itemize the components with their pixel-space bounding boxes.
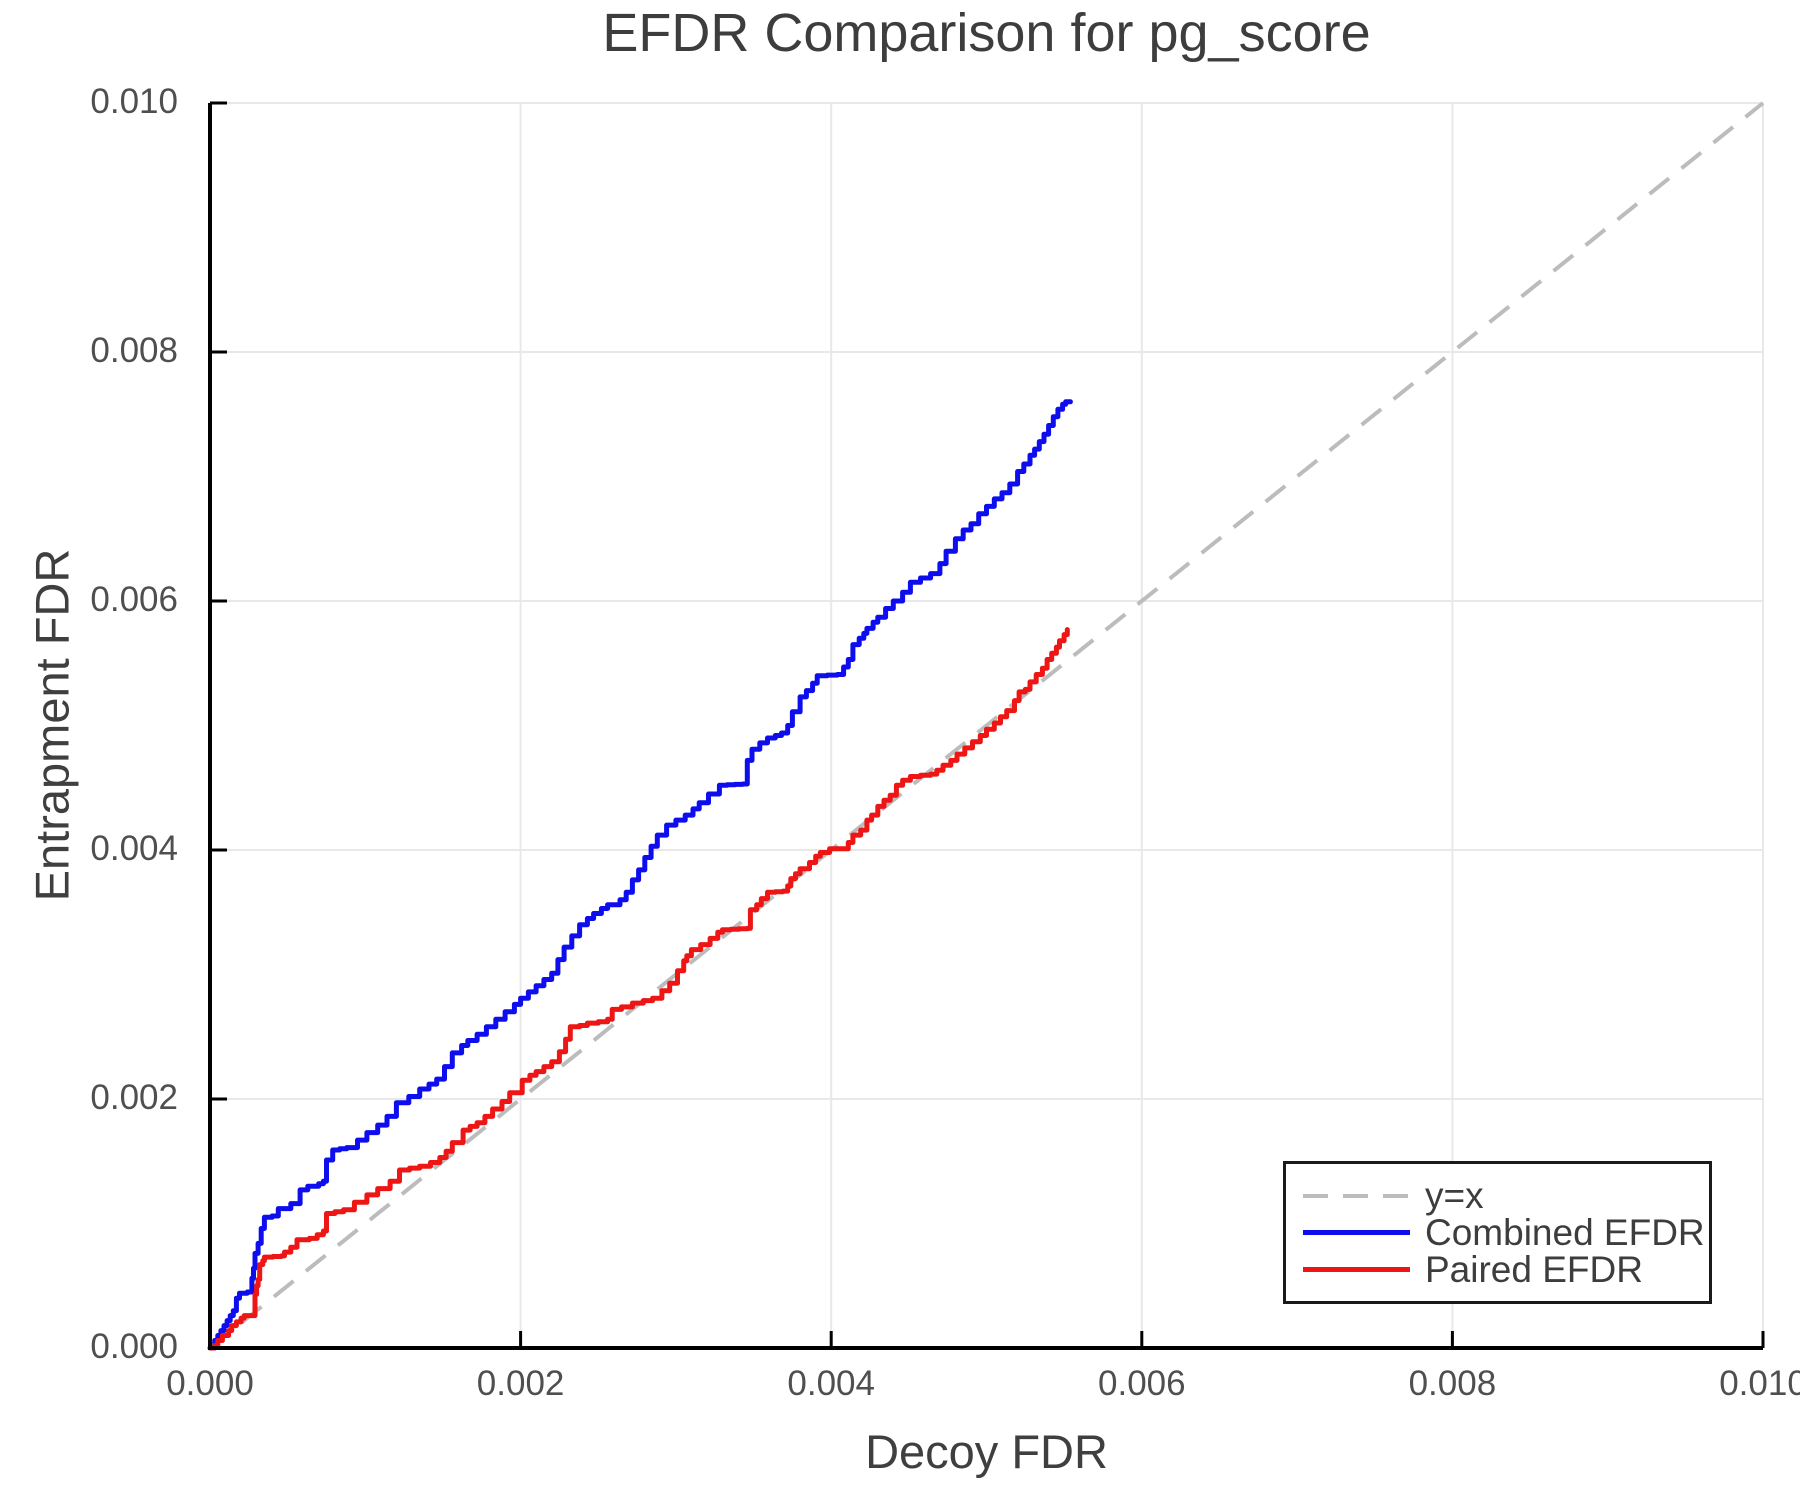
dashed-line-swatch — [1303, 1193, 1410, 1198]
y-tick-label: 0.010 — [90, 82, 178, 121]
x-tick-label: 0.008 — [1408, 1364, 1497, 1403]
y-tick-label: 0.000 — [90, 1327, 178, 1366]
identity-line — [208, 101, 1765, 1350]
legend-item-yx: y=x — [1286, 1177, 1709, 1214]
blue-line-swatch — [1303, 1230, 1410, 1235]
legend-label: Combined EFDR — [1425, 1212, 1705, 1253]
legend-item-combined: Combined EFDR — [1286, 1214, 1709, 1251]
combined-efdr-line — [207, 399, 1073, 1351]
y-tick-label: 0.004 — [90, 829, 178, 868]
x-tick-label: 0.002 — [476, 1364, 565, 1403]
paired-efdr-line — [207, 627, 1070, 1351]
legend-item-paired: Paired EFDR — [1286, 1251, 1709, 1288]
y-tick-label: 0.002 — [90, 1078, 178, 1117]
legend-label: y=x — [1425, 1175, 1484, 1216]
legend-label: Paired EFDR — [1425, 1249, 1643, 1290]
x-axis-label: Decoy FDR — [865, 1425, 1108, 1478]
y-tick-label: 0.006 — [90, 580, 178, 619]
x-tick-label: 0.000 — [166, 1364, 254, 1403]
legend: y=x Combined EFDR Paired EFDR — [1283, 1161, 1712, 1304]
x-tick-label: 0.010 — [1719, 1364, 1800, 1403]
chart-title: EFDR Comparison for pg_score — [602, 3, 1371, 63]
x-tick-label: 0.006 — [1098, 1364, 1186, 1403]
red-line-swatch — [1303, 1267, 1410, 1272]
x-tick-label: 0.004 — [787, 1364, 875, 1403]
y-tick-label: 0.008 — [90, 331, 178, 370]
